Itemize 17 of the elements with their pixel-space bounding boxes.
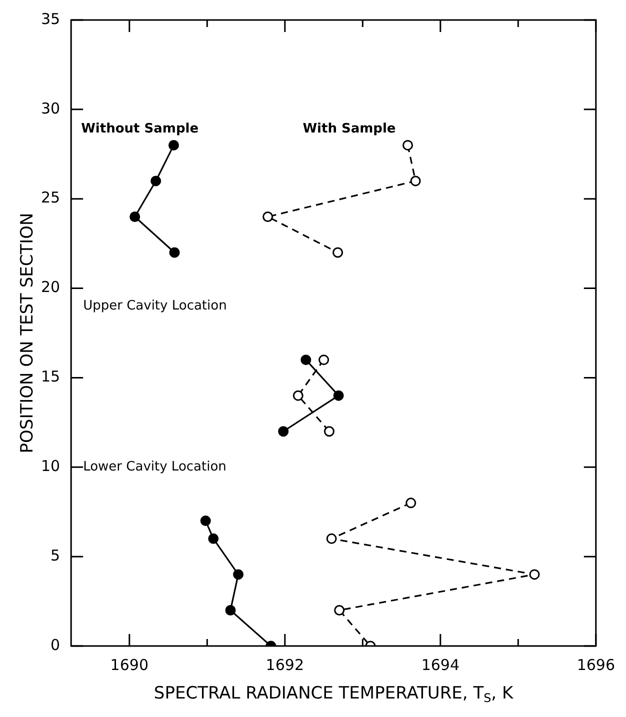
y-tick-label: 20 bbox=[40, 278, 60, 296]
y-tick-label: 15 bbox=[40, 368, 60, 386]
x-tick-label: 1694 bbox=[421, 656, 460, 674]
y-tick-label: 10 bbox=[40, 457, 60, 476]
annotation: Upper Cavity Location bbox=[83, 298, 227, 314]
annotation: Lower Cavity Location bbox=[83, 460, 226, 475]
y-tick-label: 5 bbox=[50, 546, 60, 564]
x-tick-label: 1692 bbox=[266, 656, 304, 674]
y-tick-label: 30 bbox=[40, 99, 60, 118]
series-label: With Sample bbox=[302, 122, 396, 137]
y-tick-label: 25 bbox=[40, 188, 60, 207]
x-tick-label: 1696 bbox=[576, 656, 616, 674]
y-tick-label: 35 bbox=[40, 10, 60, 28]
y-tick-label: 0 bbox=[50, 636, 60, 654]
x-tick-label: 1690 bbox=[110, 656, 148, 674]
y-axis-title: POSITION ON TEST SECTION bbox=[17, 212, 38, 454]
series-label: Without Sample bbox=[81, 122, 199, 137]
